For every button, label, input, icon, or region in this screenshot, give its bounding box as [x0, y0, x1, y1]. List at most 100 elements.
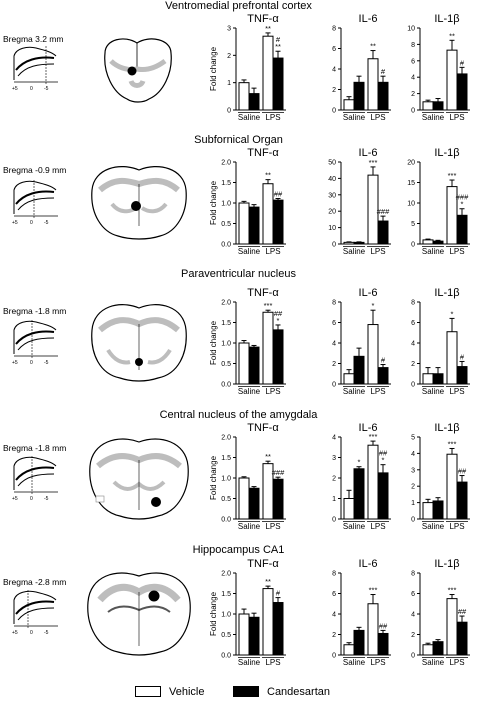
y-tick-label: 2	[411, 91, 415, 98]
significance-label: ##	[274, 189, 283, 198]
y-tick-label: 1.5	[221, 180, 231, 187]
y-tick-label: 20	[328, 209, 336, 216]
y-tick-label: 0	[332, 382, 336, 389]
mini-axis-label: 0	[30, 630, 33, 636]
y-tick-label: 8	[332, 300, 336, 307]
significance-label: ##	[379, 621, 388, 630]
chart-title: TNF-α	[247, 558, 279, 570]
x-category-label: LPS	[449, 387, 464, 396]
mini-axis-label: 0	[30, 360, 33, 366]
sagittal-schematic-ca1: +5 0 -5	[12, 590, 58, 636]
bar	[456, 73, 468, 111]
x-category-label: LPS	[265, 658, 280, 667]
y-tick-label: 6	[332, 46, 336, 53]
significance-label: ##	[379, 449, 388, 458]
y-tick-label: 4	[332, 435, 336, 442]
x-category-label: Saline	[422, 387, 445, 396]
y-tick-label: 0.0	[221, 517, 231, 524]
y-tick-label: 1.5	[221, 455, 231, 462]
region-title-pvn: Paraventricular nucleus	[181, 268, 296, 280]
y-tick-label: 3	[227, 26, 231, 33]
y-tick-label: 6	[411, 320, 415, 327]
x-category-label: Saline	[238, 522, 261, 531]
chart-title: IL-6	[359, 558, 378, 570]
bar	[377, 472, 389, 520]
significance-label: ***	[369, 158, 378, 167]
significance-label: ###	[456, 193, 469, 202]
y-tick-label: 4	[411, 341, 415, 348]
y-tick-label: 8	[411, 300, 415, 307]
y-tick-label: 10	[407, 201, 415, 208]
significance-label: **	[370, 42, 376, 51]
y-tick-label: 5	[411, 221, 415, 228]
bar	[446, 331, 458, 385]
bar	[262, 588, 274, 656]
significance-label: #	[460, 58, 465, 67]
y-tick-label: 2	[411, 484, 415, 491]
bar	[422, 502, 434, 520]
y-tick-label: 2.0	[221, 300, 231, 307]
y-axis-label: Fold change	[209, 46, 218, 91]
coronal-section-sfo	[91, 166, 187, 240]
sagittal-schematic-vmpfc: +5 0 -5	[12, 46, 58, 92]
significance-label: **	[275, 42, 281, 51]
bar	[367, 603, 379, 656]
significance-label: ***	[264, 301, 273, 310]
y-tick-label: 0	[411, 653, 415, 660]
y-tick-label: 8	[332, 571, 336, 578]
bar	[446, 49, 458, 111]
bar	[446, 598, 458, 656]
bar	[422, 373, 434, 385]
bar	[238, 82, 250, 111]
y-tick-label: 50	[328, 160, 336, 167]
y-tick-label: 4	[411, 451, 415, 458]
y-axis-label: Fold change	[209, 455, 218, 500]
significance-label: *	[277, 316, 280, 325]
y-tick-label: 8	[332, 26, 336, 33]
chart-title: IL-1β	[434, 422, 459, 434]
mini-axis-label: -5	[44, 220, 49, 226]
y-tick-label: 4	[332, 612, 336, 619]
chart-title: IL-1β	[434, 558, 459, 570]
y-tick-label: 0	[332, 653, 336, 660]
x-category-label: Saline	[422, 247, 445, 256]
significance-label: *	[461, 200, 464, 209]
significance-label: ##	[458, 467, 467, 476]
bar	[353, 355, 365, 385]
y-tick-label: 0	[411, 517, 415, 524]
bar	[377, 632, 389, 656]
y-tick-label: 1.0	[221, 341, 231, 348]
mini-axis-label: +5	[12, 86, 18, 92]
region-title-vmpfc: Ventromedial prefrontal cortex	[165, 0, 312, 12]
bar	[353, 468, 365, 520]
x-category-label: LPS	[449, 247, 464, 256]
bar	[238, 613, 250, 656]
legend-label-candesartan: Candesartan	[267, 686, 330, 698]
bar	[422, 239, 434, 245]
mini-axis-label: -5	[44, 360, 49, 366]
bar	[343, 373, 355, 385]
y-tick-label: 8	[411, 571, 415, 578]
significance-label: ***	[448, 586, 457, 595]
chart-title: IL-1β	[434, 13, 459, 25]
chart-title: TNF-α	[247, 422, 279, 434]
y-tick-label: 0.5	[221, 361, 231, 368]
significance-label: *	[358, 458, 361, 467]
x-category-label: LPS	[265, 247, 280, 256]
y-tick-label: 0.5	[221, 496, 231, 503]
bar	[343, 644, 355, 656]
y-tick-label: 4	[411, 75, 415, 82]
bar	[262, 183, 274, 245]
legend-item-candesartan: Candesartan	[233, 686, 330, 698]
region-title-cea: Central nucleus of the amygdala	[159, 409, 318, 421]
bar	[422, 644, 434, 656]
x-category-label: Saline	[343, 522, 366, 531]
bar	[272, 329, 284, 385]
y-tick-label: 0	[411, 382, 415, 389]
bregma-label-pvn: Bregma -1.8 mm	[3, 306, 67, 316]
y-tick-label: 8	[411, 42, 415, 49]
x-category-label: Saline	[238, 247, 261, 256]
y-tick-label: 1.5	[221, 320, 231, 327]
bar	[272, 199, 284, 245]
